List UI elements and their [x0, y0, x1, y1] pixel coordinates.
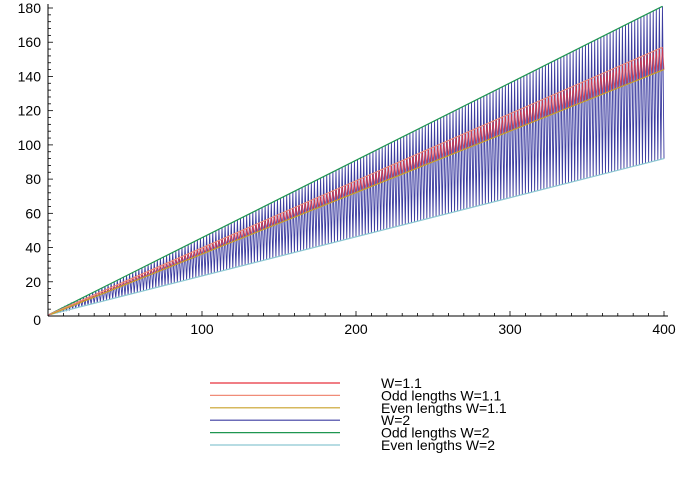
legend-item: Even lengths W=2	[210, 437, 495, 453]
series-even-lengths-w2	[50, 157, 665, 315]
legend-label: Even lengths W=2	[381, 437, 495, 453]
legend-item: W=1.1	[210, 375, 422, 391]
y-tick-label: 180	[18, 0, 42, 16]
legend-item: W=2	[210, 412, 410, 428]
series-odd-lengths-w1-1	[49, 46, 663, 315]
legend-item: Odd lengths W=2	[210, 425, 490, 441]
legend-item: Odd lengths W=1.1	[210, 387, 501, 403]
legend-label: Odd lengths W=1.1	[381, 387, 501, 403]
y-tick-label: 100	[18, 137, 42, 153]
legend-item: Even lengths W=1.1	[210, 400, 507, 416]
axes-layer: 100 200 300 400 0 20 40 60 80 100 120 140 160 180	[18, 0, 676, 337]
legend-label: Odd lengths W=2	[381, 425, 490, 441]
y-tick-label: 160	[18, 34, 42, 50]
y-tick-label: 80	[25, 171, 41, 187]
x-tick-label: 400	[652, 321, 676, 337]
x-tick-label: 100	[190, 321, 214, 337]
y-tick-label: 120	[18, 103, 42, 119]
y-tick-label: 60	[25, 205, 41, 221]
legend-label: W=1.1	[381, 375, 422, 391]
y-tick-label: 140	[18, 68, 42, 84]
y-tick-label: 20	[25, 274, 41, 290]
series-w2	[47, 6, 665, 317]
y-tick-label: 0	[33, 312, 41, 328]
x-tick-label: 300	[498, 321, 522, 337]
y-tick-label: 40	[25, 240, 41, 256]
series-layer	[47, 5, 665, 317]
series-even-lengths-w1-1	[50, 69, 665, 315]
legend-label: Even lengths W=1.1	[381, 400, 507, 416]
series-odd-lengths-w2	[49, 5, 663, 315]
legend-label: W=2	[381, 412, 410, 428]
x-tick-label: 200	[344, 321, 368, 337]
